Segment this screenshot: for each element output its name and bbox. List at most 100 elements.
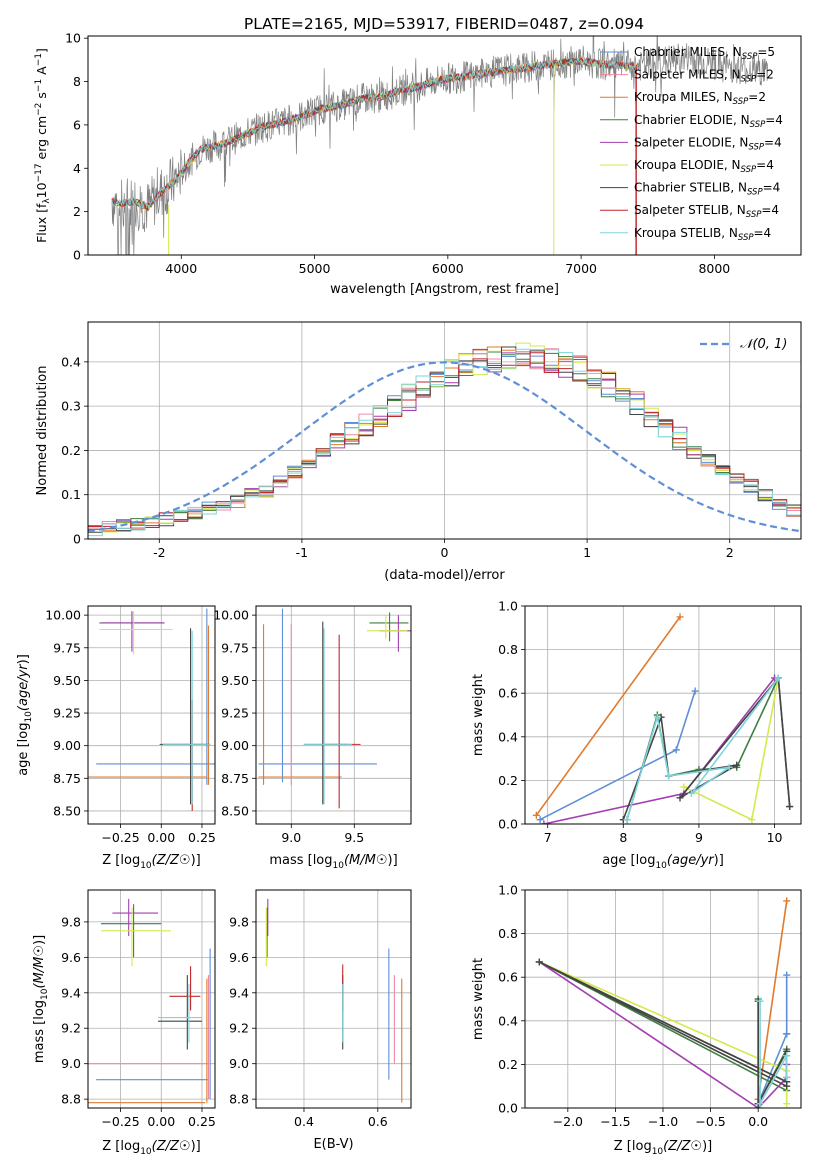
weight-point-marker xyxy=(783,1082,791,1090)
weight-point-marker xyxy=(756,1100,764,1108)
y-tick-label: 6 xyxy=(73,117,81,132)
spectrum-panel: 4000 5000 6000 7000 8000 0 2 4 6 8 10 wavelength [A… xyxy=(34,31,802,297)
axes-frame xyxy=(87,35,802,256)
x-tick-label: 5000 xyxy=(299,261,331,276)
y-tick-label: 9.2 xyxy=(229,1021,249,1036)
y-tick-label: 9.8 xyxy=(61,914,81,929)
axes-frame xyxy=(87,321,802,540)
legend-label: Salpeter ELODIE, NSSP=4 xyxy=(634,135,782,152)
weight-point-marker xyxy=(680,783,688,791)
histogram-step-line xyxy=(88,351,801,533)
legend-label: Kroupa STELIB, NSSP=4 xyxy=(634,226,771,243)
legend-label: 𝒩(0, 1) xyxy=(740,337,787,352)
y-tick-label: 0.1 xyxy=(61,487,81,502)
y-tick-label: 1.0 xyxy=(498,883,518,898)
weight-point-marker xyxy=(653,713,661,721)
x-axis-label: (data-model)/error xyxy=(384,568,505,583)
y-tick-label: 0.4 xyxy=(498,1013,518,1028)
axis-label: Z [log10(Z/Z☉)] xyxy=(102,1139,200,1157)
y-tick-label: 9.0 xyxy=(61,1056,81,1071)
model-spectrum-line xyxy=(111,57,637,211)
y-tick-label: 9.8 xyxy=(229,914,249,929)
plot-area xyxy=(265,898,403,1103)
weight-point-marker xyxy=(783,1052,791,1060)
x-tick-label: 6000 xyxy=(432,261,464,276)
y-tick-label: 10 xyxy=(65,31,81,46)
weight-series-line xyxy=(757,975,788,1104)
y-tick-label: 8.8 xyxy=(229,1092,249,1107)
axes-frame xyxy=(524,889,802,1109)
mass-vs-metallicity-panel: −0.25 0.00 0.25 8.8 9.0 9.2 9.4 9.6 9.8 Z [log10(… xyxy=(32,889,216,1157)
legend-label: Salpeter MILES, NSSP=2 xyxy=(634,68,774,85)
y-tick-label: 2 xyxy=(73,204,81,219)
plot-area xyxy=(88,342,801,537)
plot-area xyxy=(88,898,211,1104)
plot-area xyxy=(88,608,215,811)
x-tick-label: 9.0 xyxy=(281,830,301,845)
model-spectrum-line xyxy=(111,57,637,210)
y-tick-label: 9.25 xyxy=(53,706,81,721)
y-tick-label: 9.4 xyxy=(229,985,249,1000)
x-tick-label: −1.0 xyxy=(648,1114,678,1129)
normal-reference-curve xyxy=(88,361,801,533)
axis-label: mass [log10(M/M☉)] xyxy=(32,935,50,1063)
y-tick-label: 0.2 xyxy=(498,1057,518,1072)
x-tick-label: 0.4 xyxy=(294,1114,314,1129)
y-tick-label: 9.0 xyxy=(229,1056,249,1071)
x-tick-label: 0.00 xyxy=(147,830,175,845)
age-vs-metallicity-panel: −0.25 0.00 0.25 8.50 8.75 9.00 9.25 9.50 9.75 10.… xyxy=(16,605,216,871)
figure-title: PLATE=2165, MJD=53917, FIBERID=0487, z=0… xyxy=(244,15,644,33)
weight-series-line xyxy=(535,616,681,816)
x-tick-label: −0.25 xyxy=(101,830,139,845)
x-tick-label: −2.0 xyxy=(553,1114,583,1129)
y-tick-label: 8.75 xyxy=(221,771,249,786)
plot-area xyxy=(111,36,769,255)
legend-label: Kroupa MILES, NSSP=2 xyxy=(634,90,766,107)
weight-point-marker xyxy=(783,1073,791,1081)
y-tick-label: 0.6 xyxy=(498,970,518,985)
legend-label: Chabrier MILES, NSSP=5 xyxy=(634,45,775,62)
model-spectrum-line xyxy=(111,56,637,211)
plot-area xyxy=(258,608,411,809)
y-tick-label: 8.50 xyxy=(221,803,249,818)
legend-label: Chabrier STELIB, NSSP=4 xyxy=(634,181,780,198)
y-tick-label: 0 xyxy=(73,248,81,263)
legend-label: Kroupa ELODIE, NSSP=4 xyxy=(634,158,774,175)
weight-series-line xyxy=(759,1001,788,1107)
y-tick-label: 9.6 xyxy=(229,950,249,965)
y-tick-label: 9.50 xyxy=(221,673,249,688)
y-tick-label: 0.6 xyxy=(498,686,518,701)
y-tick-label: 9.75 xyxy=(53,640,81,655)
weight-point-marker xyxy=(725,763,733,771)
weight-series-line xyxy=(626,677,779,820)
y-tick-label: 8 xyxy=(73,74,81,89)
weight-series-line xyxy=(539,690,696,821)
weight-point-marker xyxy=(733,761,741,769)
weight-point-marker xyxy=(783,971,791,979)
axis-label: Z [log10(Z/Z☉)] xyxy=(102,853,200,871)
x-axis-label: wavelength [Angstrom, rest frame] xyxy=(330,282,559,297)
y-tick-label: 0 xyxy=(73,532,81,547)
x-tick-label: −1.5 xyxy=(600,1114,630,1129)
mass-vs-ebv-panel: 0.4 0.6 8.8 9.0 9.2 9.4 9.6 9.8 E(B-V) xyxy=(229,889,412,1152)
legend-label: Salpeter STELIB, NSSP=4 xyxy=(634,203,779,220)
legend-label: Chabrier ELODIE, NSSP=4 xyxy=(634,113,783,130)
weight-point-marker xyxy=(535,958,543,966)
y-tick-label: 9.4 xyxy=(61,985,81,1000)
histogram-step-line xyxy=(88,342,801,533)
y-tick-label: 1.0 xyxy=(498,599,518,614)
weight-point-marker xyxy=(665,772,673,780)
histogram-step-line xyxy=(88,351,801,533)
y-tick-label: 0.2 xyxy=(61,443,81,458)
x-tick-label: -2 xyxy=(153,545,165,560)
y-tick-label: 0.3 xyxy=(61,399,81,414)
weight-point-marker xyxy=(774,674,782,682)
axis-label: Z [log10(Z/Z☉)] xyxy=(614,1139,712,1157)
weight-vs-metallicity-panel: −2.0 −1.5 −1.0 −0.5 0.0 0.0 0.2 0.4 0.6 0.8 1.0 mas… xyxy=(471,883,802,1157)
y-axis-label: Flux [fλ10−17 erg cm−2 s−1 A−1] xyxy=(34,48,52,243)
y-tick-label: 0.8 xyxy=(498,642,518,657)
weight-series-line xyxy=(683,677,780,821)
histogram-step-line xyxy=(88,346,801,532)
histogram-step-line xyxy=(88,348,801,537)
